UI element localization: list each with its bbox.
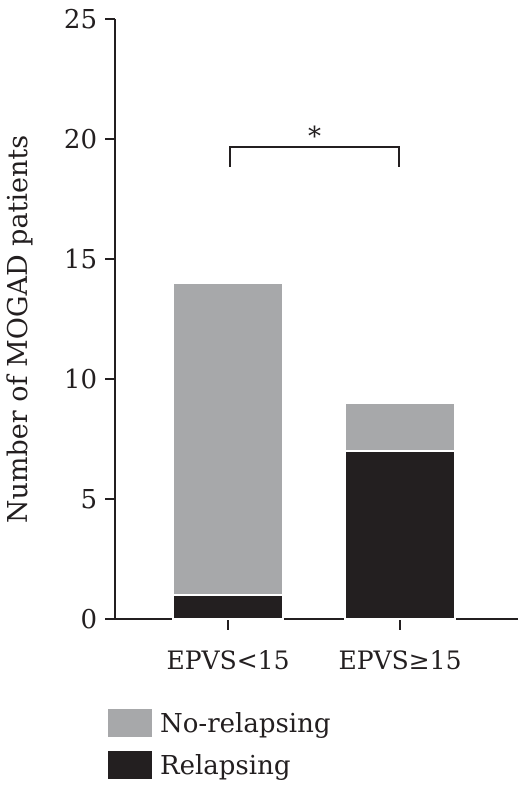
x-axis: EPVS<15 EPVS≥15 — [115, 618, 518, 675]
bar-relapsing-2 — [344, 450, 456, 620]
legend-label-relapsing: Relapsing — [160, 751, 290, 781]
bar-no-relapsing-2 — [344, 402, 456, 452]
y-tick-label: 0 — [80, 605, 97, 635]
bar-relapsing-1 — [172, 594, 284, 620]
y-axis-title-group: Number of MOGAD patients — [3, 135, 34, 523]
y-tick-label: 20 — [64, 125, 97, 155]
annotations: * — [229, 122, 400, 167]
legend: No-relapsing Relapsing — [108, 709, 331, 781]
x-tick-label: EPVS<15 — [166, 646, 289, 675]
y-tick-label: 5 — [80, 485, 97, 515]
legend-label-no-relapsing: No-relapsing — [160, 709, 331, 739]
legend-swatch-no-relapsing — [108, 709, 152, 737]
y-tick-label: 10 — [64, 365, 97, 395]
bars — [172, 282, 456, 620]
significance-bracket — [229, 146, 400, 167]
legend-swatch-relapsing — [108, 751, 152, 779]
bar-no-relapsing-1 — [172, 282, 284, 596]
x-tick-label: EPVS≥15 — [338, 646, 461, 675]
y-tick-label: 15 — [64, 245, 97, 275]
significance-label: * — [308, 122, 321, 152]
y-axis: 0 5 10 15 20 25 — [64, 5, 116, 635]
y-axis-title: Number of MOGAD patients — [3, 135, 34, 523]
y-tick-label: 25 — [64, 5, 97, 35]
